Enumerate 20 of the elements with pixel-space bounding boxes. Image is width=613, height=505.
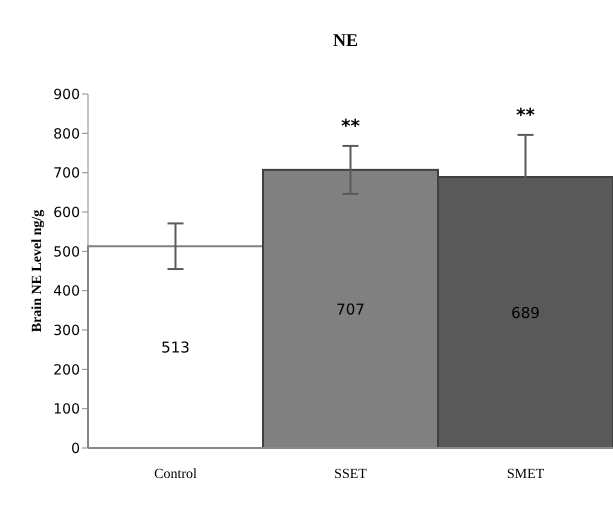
y-tick-label: 700: [53, 166, 80, 182]
y-axis-title: Brain NE Level ng/g: [30, 210, 45, 332]
data-label: 707: [336, 300, 365, 318]
y-tick-label: 400: [53, 284, 80, 300]
data-label: 513: [161, 338, 190, 356]
y-tick-label: 900: [53, 86, 80, 103]
annotation: **: [516, 104, 536, 126]
x-tick-label: SSET: [334, 466, 368, 482]
y-tick-label: 100: [53, 402, 80, 418]
annotation: **: [341, 116, 360, 137]
y-tick-label: 500: [53, 244, 80, 260]
y-tick-label: 200: [53, 362, 80, 378]
x-tick-label: Control: [154, 466, 197, 482]
chart-title: NE: [332, 29, 359, 52]
y-tick-label: 600: [53, 204, 80, 221]
data-label: 689: [511, 304, 540, 322]
y-tick-label: 800: [53, 126, 80, 142]
y-tick-label: 0: [71, 440, 80, 457]
x-tick-label: SMET: [506, 466, 545, 482]
y-tick-label: 300: [53, 322, 80, 339]
